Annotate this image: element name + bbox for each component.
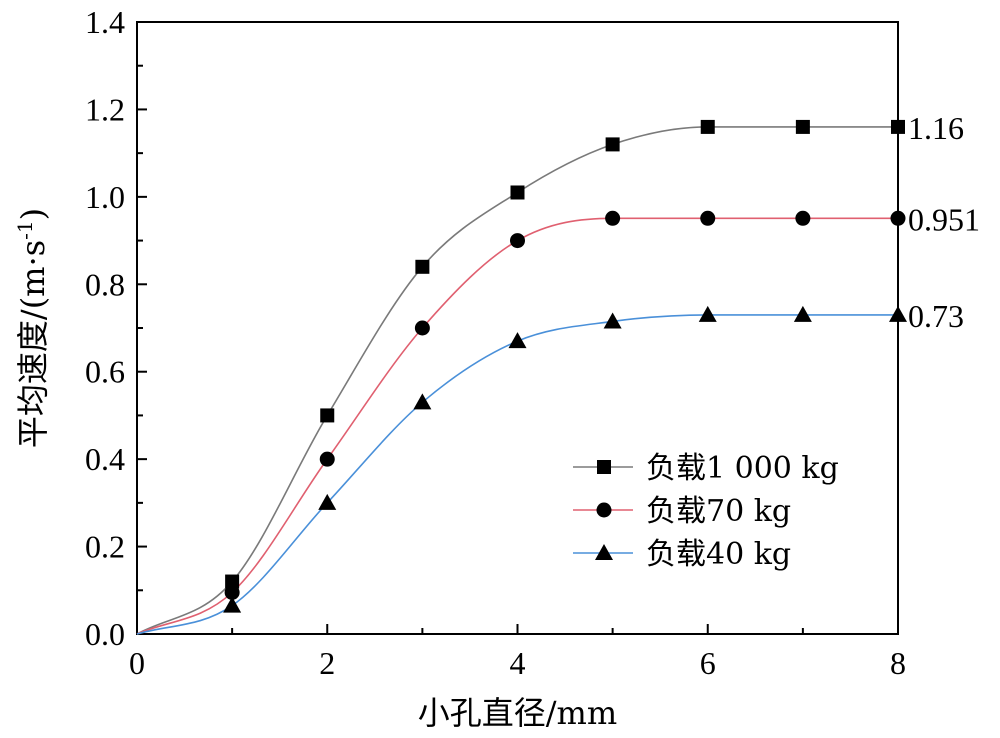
x-tick-label: 2 [319,645,335,681]
data-point [318,493,337,510]
series-line-2 [136,217,898,635]
data-point [319,451,335,467]
data-point [320,408,335,423]
legend-marker [597,460,611,474]
x-tick-label: 4 [510,645,526,681]
x-tick-label: 6 [700,645,716,681]
data-point [889,305,907,322]
legend-label: 负载1 000 kg [646,451,839,486]
data-point [605,137,620,152]
y-axis-title-main: 平均速度/(m·s [14,240,52,448]
x-tick-label: 8 [890,645,906,681]
data-point [890,210,906,226]
data-point [414,320,430,336]
data-point [603,312,622,329]
data-point [225,574,240,589]
y-tick-label: 1.0 [85,179,125,215]
data-point [415,259,430,274]
y-axis-title: 平均速度/(m·s-1) [13,208,52,448]
data-point [224,584,240,600]
data-point [891,119,905,134]
data-point [223,596,242,613]
curves [136,126,898,635]
y-tick-label: 0.8 [85,266,125,302]
axes: 0 2 4 6 8 0.0 0.2 0.4 0.6 0.8 1.0 1.2 1.4 [85,4,906,681]
end-labels: 1.16 0.951 0.73 [908,110,980,334]
series-line-3 [136,314,898,635]
series-end-label: 1.16 [908,110,964,146]
y-tick-label: 0.4 [85,441,125,477]
x-tick-label: 0 [129,645,145,681]
data-point [698,305,717,322]
series-end-label: 0.951 [908,201,980,237]
y-tick-label: 0.0 [85,616,125,652]
data-point [605,210,621,226]
legend-marker [595,544,613,560]
markers [223,119,907,613]
series-line-1 [136,126,898,635]
legend-marker [596,502,612,518]
y-axis-title-superscript: -1 [13,220,37,239]
y-tick-label: 1.2 [85,91,125,127]
legend-label: 负载40 kg [646,537,791,572]
x-axis-title: 小孔直径/mm [418,694,617,732]
data-point [700,119,715,134]
legend-label: 负载70 kg [646,494,791,529]
data-point [510,185,525,200]
data-point [795,119,810,134]
data-point [510,233,525,249]
y-tick-label: 0.6 [85,354,125,390]
y-axis-title-close: ) [14,208,52,220]
data-point [508,332,527,349]
series-end-label: 0.73 [908,298,964,334]
data-point [793,305,812,322]
data-point [700,210,716,226]
data-point [795,210,811,226]
y-tick-label: 1.4 [85,4,125,40]
legend: 负载1 000 kg 负载70 kg 负载40 kg [573,451,839,572]
data-point [413,393,432,410]
y-tick-label: 0.2 [85,529,125,565]
